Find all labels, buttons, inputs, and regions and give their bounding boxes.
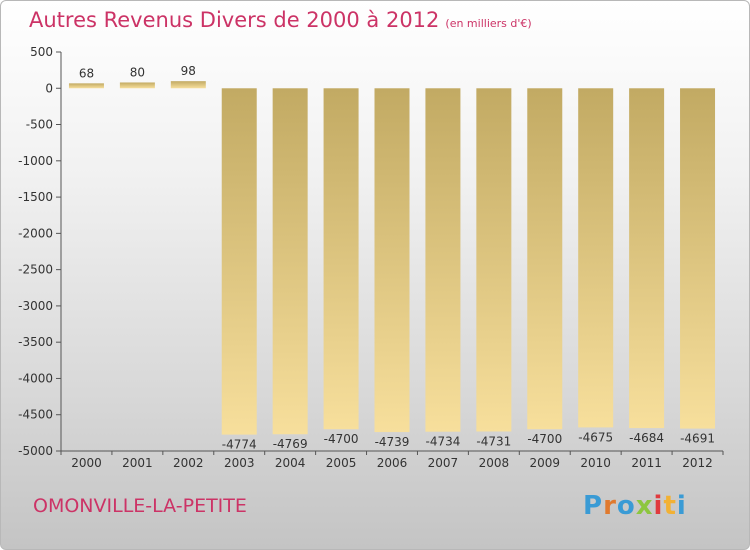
x-tick-label: 2009: [529, 456, 560, 470]
logo-letter: P: [583, 491, 604, 521]
data-label: 98: [181, 64, 196, 78]
chart-title: Autres Revenus Divers de 2000 à 2012 (en …: [29, 8, 532, 32]
x-tick-label: 2005: [326, 456, 357, 470]
bar: [68, 83, 104, 89]
y-tick-label: -3000: [18, 299, 53, 313]
x-tick-label: 2012: [682, 456, 713, 470]
logo-letter: i: [676, 491, 687, 521]
bar: [119, 82, 155, 89]
data-label: -4769: [273, 437, 308, 451]
x-tick-label: 2004: [275, 456, 306, 470]
data-label: -4700: [527, 432, 562, 446]
bar: [374, 88, 410, 433]
data-label: -4691: [680, 432, 715, 446]
commune-name: OMONVILLE-LA-PETITE: [33, 495, 247, 517]
data-label: 80: [130, 65, 145, 79]
logo-letter: x: [635, 491, 654, 521]
y-tick-label: -500: [26, 118, 53, 132]
bar: [629, 88, 665, 429]
bar: [578, 88, 614, 428]
axes-group: 2000 2001 2002 2003 2004 2005 2006 2007 2008 2009…: [18, 45, 724, 470]
y-tick-label: -4500: [18, 408, 53, 422]
bar: [323, 88, 359, 430]
y-tick-label: -2000: [18, 226, 53, 240]
logo-letter: i: [653, 491, 664, 521]
y-tick-label: -1500: [18, 190, 53, 204]
x-tick-label: 2011: [631, 456, 662, 470]
y-tick-label: -1000: [18, 154, 53, 168]
x-tick-label: 2003: [224, 456, 255, 470]
bar: [680, 88, 716, 429]
logo-letter: t: [663, 491, 677, 521]
x-tick-label: 2008: [479, 456, 510, 470]
bar: [527, 88, 563, 430]
bars-group: [68, 81, 716, 435]
data-label: -4731: [476, 434, 511, 448]
logo-letter: r: [603, 491, 617, 521]
x-tick-label: 2002: [173, 456, 204, 470]
y-tick-label: 500: [30, 45, 53, 59]
x-tick-label: 2000: [71, 456, 102, 470]
data-label: -4675: [578, 430, 613, 444]
bar: [476, 88, 512, 432]
x-tick-label: 2001: [122, 456, 153, 470]
y-tick-label: -5000: [18, 444, 53, 458]
data-label: -4734: [425, 435, 460, 449]
unit-note: (en milliers d'€): [445, 17, 532, 30]
data-label: 68: [79, 66, 94, 80]
x-tick-label: 2007: [428, 456, 459, 470]
logo-letter: o: [616, 491, 636, 521]
bar: [221, 88, 257, 435]
x-tick-label: 2010: [580, 456, 611, 470]
data-label: -4774: [222, 438, 257, 452]
data-label: -4684: [629, 431, 664, 445]
bar: [170, 81, 206, 89]
y-tick-label: -4000: [18, 371, 53, 385]
data-label: -4739: [375, 435, 410, 449]
y-tick-label: -2500: [18, 263, 53, 277]
bar: [425, 88, 461, 432]
data-labels-group: 68 80 98 -4774 -4769 -4700 -4739 -4734 -4731 -470…: [79, 64, 715, 451]
proxiti-logo: Proxiti: [583, 491, 687, 521]
y-tick-label: 0: [45, 81, 53, 95]
chart-title-text: Autres Revenus Divers de 2000 à 2012: [29, 8, 440, 32]
data-label: -4700: [324, 432, 359, 446]
y-tick-label: -3500: [18, 335, 53, 349]
x-tick-label: 2006: [377, 456, 408, 470]
bar: [272, 88, 308, 435]
